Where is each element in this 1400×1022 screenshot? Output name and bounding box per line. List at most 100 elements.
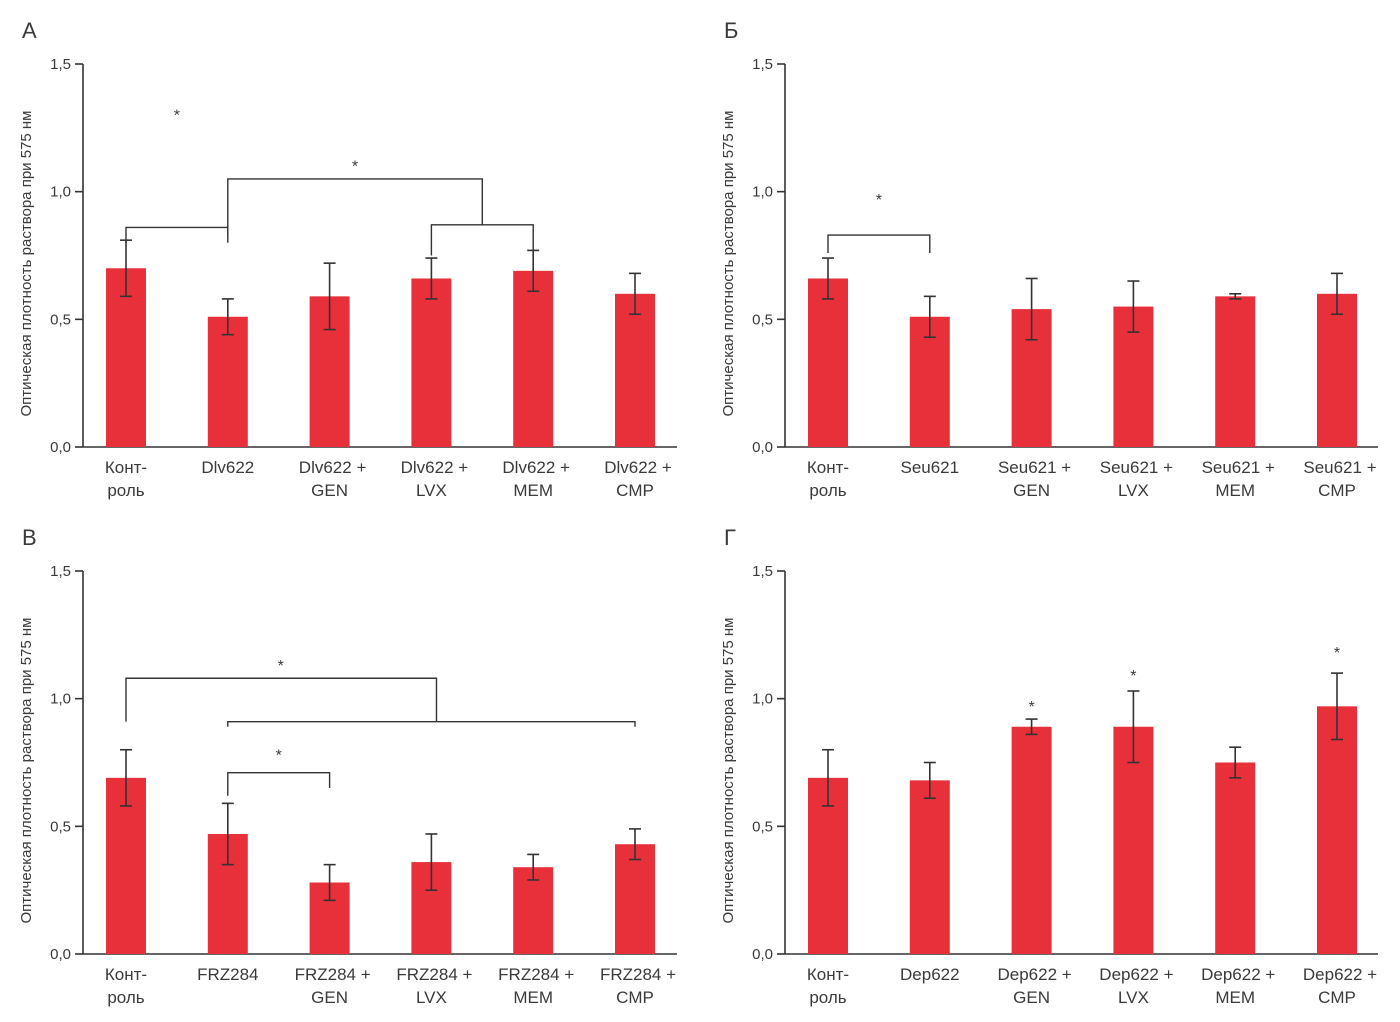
y-tick-label: 0,0 xyxy=(50,439,71,456)
x-tick-label: Конт- xyxy=(105,965,147,984)
bar xyxy=(1317,293,1357,447)
x-tick-label: GEN xyxy=(1013,988,1050,1007)
y-tick-label: 1,5 xyxy=(752,56,773,73)
x-tick-label: FRZ284 + xyxy=(295,965,371,984)
x-tick-label: CMP xyxy=(1318,481,1356,500)
x-tick-label: Конт- xyxy=(807,458,849,477)
y-axis-label: Оптическая плотность раствора при 575 нм xyxy=(18,618,35,924)
bar xyxy=(1011,726,1052,954)
x-tick-label: Seu621 + xyxy=(1100,458,1173,477)
significance-star: * xyxy=(1130,668,1136,685)
x-tick-label: LVX xyxy=(416,988,447,1007)
x-tick-label: GEN xyxy=(311,988,348,1007)
significance-bracket xyxy=(227,178,483,236)
x-tick-label: Dlv622 + xyxy=(502,458,570,477)
chart-panel: А Оптическая плотность раствора при 575 н… xyxy=(18,18,677,500)
y-tick-label: 0,0 xyxy=(752,946,773,963)
x-tick-label: MEM xyxy=(1215,988,1255,1007)
significance-star: * xyxy=(876,192,882,209)
bar xyxy=(1215,296,1256,447)
bar xyxy=(808,278,848,447)
x-tick-label: Dep622 + xyxy=(1303,965,1377,984)
bar xyxy=(615,844,655,954)
bar xyxy=(411,278,452,447)
x-tick-label: роль xyxy=(809,988,846,1007)
bar xyxy=(106,268,146,447)
x-tick-label: Dep622 + xyxy=(997,965,1071,984)
x-tick-label: FRZ284 + xyxy=(396,965,472,984)
y-tick-label: 1,5 xyxy=(50,563,71,580)
x-tick-label: Dep622 + xyxy=(1099,965,1173,984)
x-tick-label: Seu621 + xyxy=(1202,458,1275,477)
y-tick-label: 0,5 xyxy=(50,818,71,835)
bar xyxy=(808,777,848,954)
y-tick-label: 1,0 xyxy=(752,691,773,708)
significance-bracket xyxy=(125,677,438,722)
chart-panel: Б Оптическая плотность раствора при 575 н… xyxy=(720,18,1378,500)
x-tick-label: GEN xyxy=(311,481,348,500)
x-tick-label: роль xyxy=(107,481,144,500)
panel-letter: В xyxy=(22,525,37,550)
y-tick-label: 0,5 xyxy=(752,818,773,835)
x-tick-label: роль xyxy=(107,988,144,1007)
x-tick-label: Dlv622 + xyxy=(401,458,469,477)
significance-star: * xyxy=(1028,699,1034,716)
y-tick-label: 1,0 xyxy=(50,691,71,708)
x-tick-label: Seu621 + xyxy=(1303,458,1376,477)
bar xyxy=(207,316,248,447)
bar xyxy=(1113,726,1154,954)
x-tick-label: CMP xyxy=(616,481,654,500)
y-tick-label: 1,0 xyxy=(752,184,773,201)
y-tick-label: 0,5 xyxy=(752,311,773,328)
significance-star: * xyxy=(352,159,358,176)
x-tick-label: CMP xyxy=(616,988,654,1007)
significance-star: * xyxy=(278,658,284,675)
x-tick-label: Dlv622 + xyxy=(299,458,367,477)
x-tick-label: MEM xyxy=(513,988,553,1007)
y-tick-label: 0,0 xyxy=(50,946,71,963)
panel-letter: Г xyxy=(724,525,736,550)
x-tick-label: LVX xyxy=(1118,988,1149,1007)
x-tick-label: LVX xyxy=(416,481,447,500)
y-tick-label: 1,5 xyxy=(50,56,71,73)
panel-letter: Б xyxy=(724,18,738,43)
significance-bracket xyxy=(430,224,534,256)
bar xyxy=(1215,762,1256,954)
bar xyxy=(106,777,146,954)
x-tick-label: Конт- xyxy=(105,458,147,477)
bar xyxy=(909,316,950,447)
x-tick-label: FRZ284 + xyxy=(600,965,676,984)
significance-star: * xyxy=(1334,645,1340,662)
x-tick-label: Dep622 + xyxy=(1201,965,1275,984)
y-axis-label: Оптическая плотность раствора при 575 нм xyxy=(720,618,737,924)
panel-letter: А xyxy=(22,18,37,43)
y-axis-label: Оптическая плотность раствора при 575 нм xyxy=(18,111,35,417)
significance-bracket xyxy=(125,226,229,243)
chart-panel: В Оптическая плотность раствора при 575 н… xyxy=(18,525,677,1007)
y-tick-label: 1,5 xyxy=(752,563,773,580)
x-tick-label: Dlv622 xyxy=(201,458,254,477)
x-tick-label: Seu621 xyxy=(900,458,959,477)
x-tick-label: GEN xyxy=(1013,481,1050,500)
chart-panel: Г Оптическая плотность раствора при 575 н… xyxy=(720,525,1378,1007)
x-tick-label: Dlv622 + xyxy=(604,458,672,477)
bar xyxy=(513,270,554,447)
significance-star: * xyxy=(276,747,282,764)
significance-bracket xyxy=(227,772,331,796)
x-tick-label: LVX xyxy=(1118,481,1149,500)
significance-star: * xyxy=(174,108,180,125)
significance-bracket xyxy=(827,234,931,253)
y-tick-label: 0,5 xyxy=(50,311,71,328)
bar xyxy=(909,780,950,954)
x-tick-label: Dep622 xyxy=(900,965,960,984)
x-tick-label: MEM xyxy=(513,481,553,500)
y-tick-label: 0,0 xyxy=(752,439,773,456)
x-tick-label: роль xyxy=(809,481,846,500)
x-tick-label: FRZ284 xyxy=(197,965,258,984)
bar xyxy=(615,293,655,447)
x-tick-label: CMP xyxy=(1318,988,1356,1007)
y-tick-label: 1,0 xyxy=(50,184,71,201)
x-tick-label: FRZ284 + xyxy=(498,965,574,984)
x-tick-label: Конт- xyxy=(807,965,849,984)
